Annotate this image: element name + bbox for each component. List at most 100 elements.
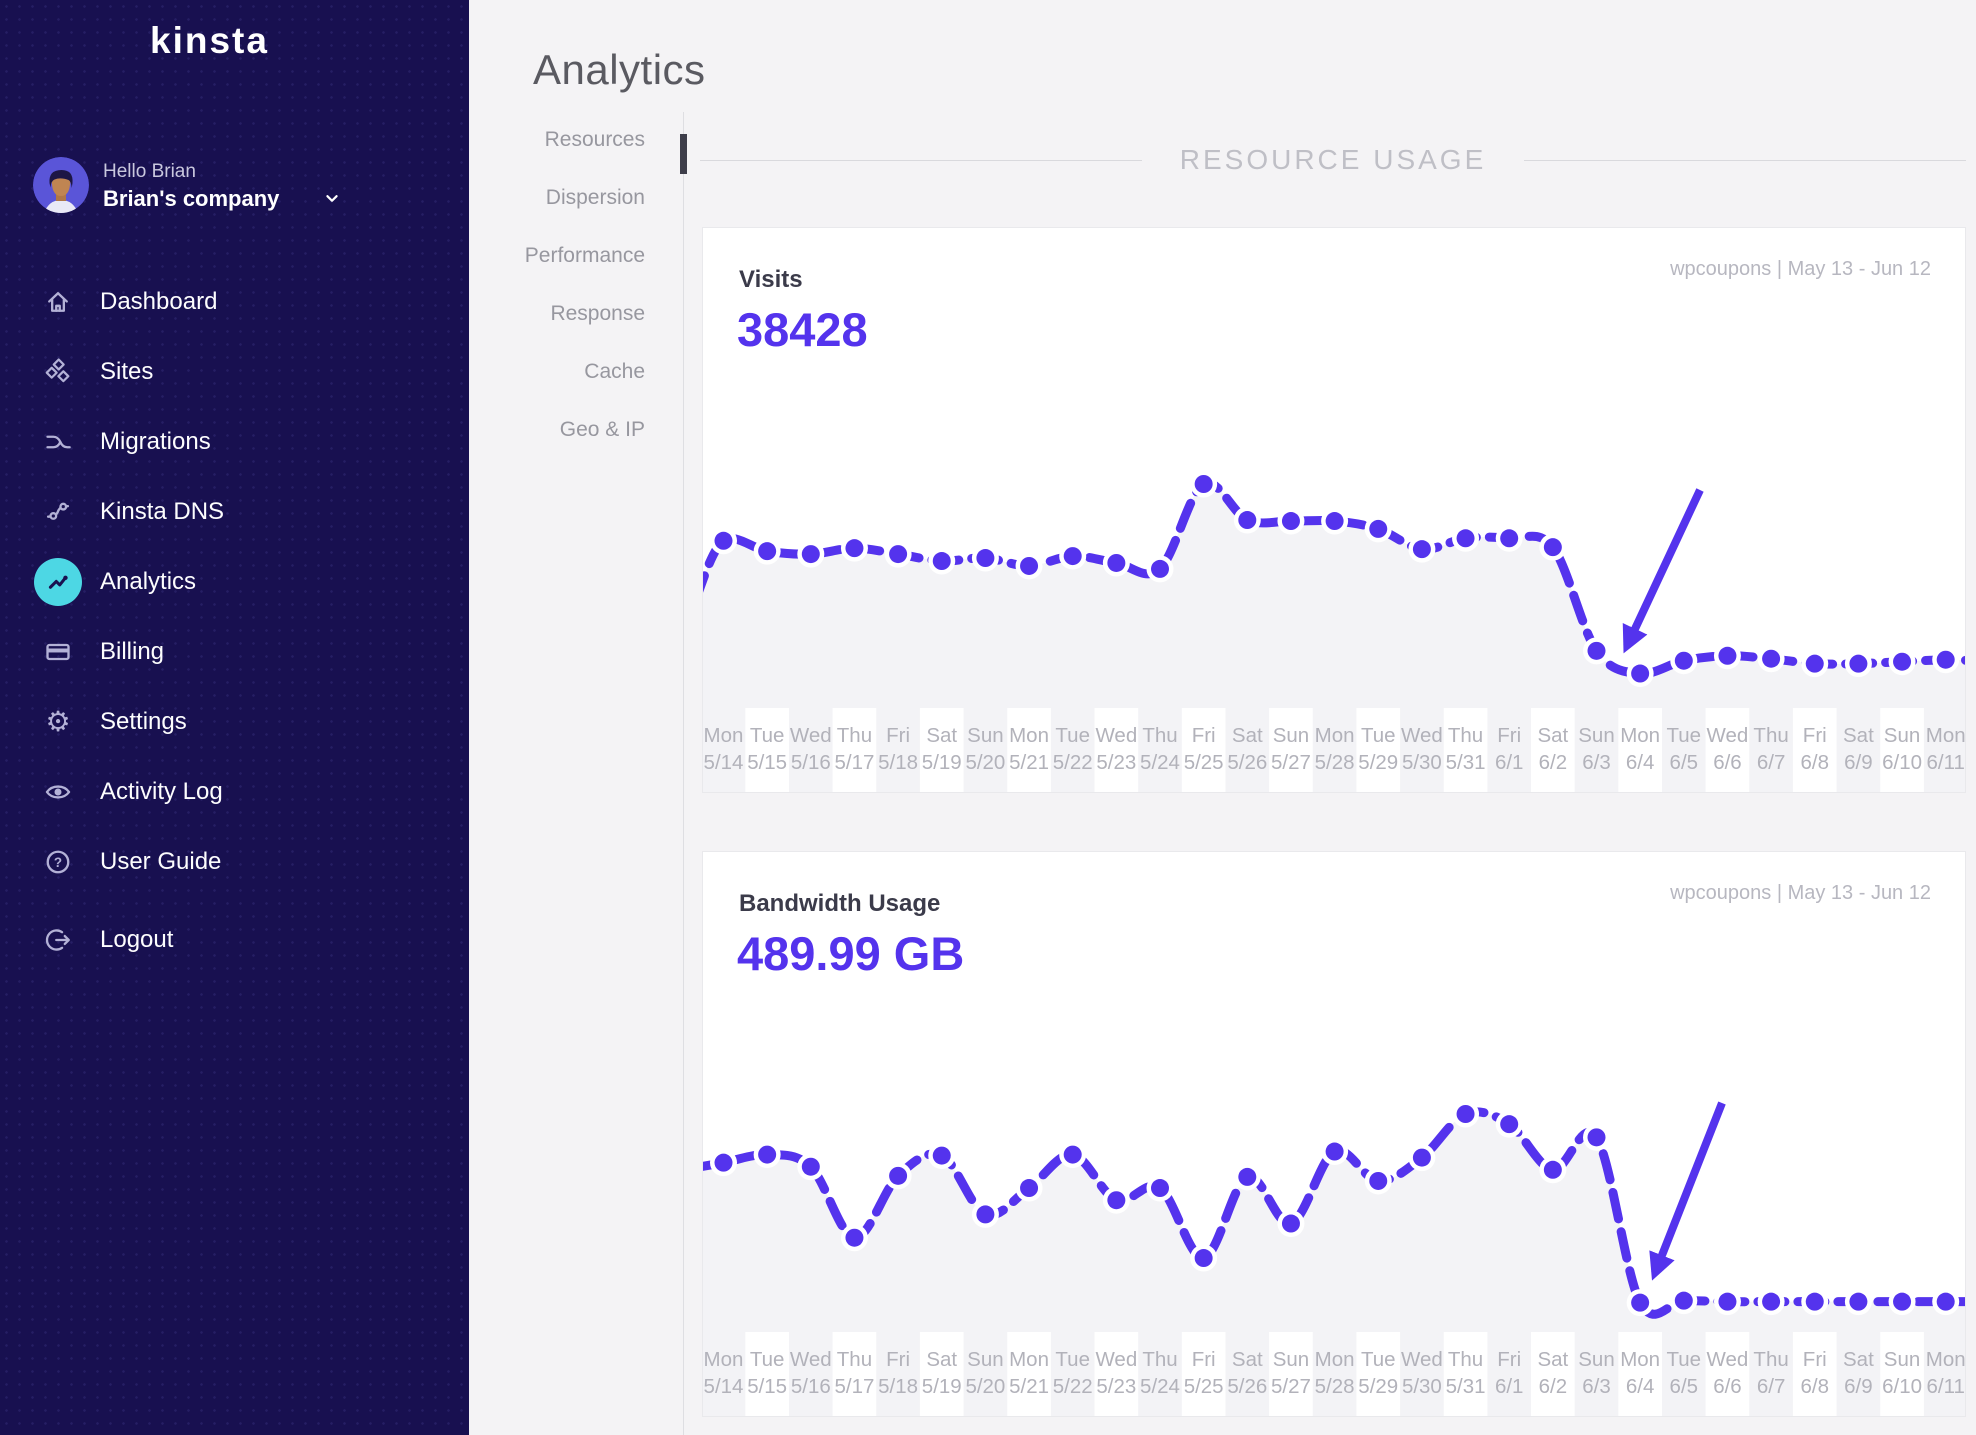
svg-text:5/15: 5/15 xyxy=(747,1375,787,1398)
gear-icon: ⚙ xyxy=(45,706,71,737)
svg-text:5/30: 5/30 xyxy=(1402,751,1442,774)
svg-text:Sun: Sun xyxy=(1884,1348,1920,1371)
svg-text:5/17: 5/17 xyxy=(834,1375,874,1398)
header-rule-left xyxy=(700,159,1142,161)
sidebar-item-label: Dashboard xyxy=(100,288,218,315)
chevron-down-icon[interactable] xyxy=(321,187,343,209)
svg-text:Mon: Mon xyxy=(1315,724,1355,747)
sidebar-item-sites[interactable]: Sites xyxy=(0,337,469,407)
svg-text:6/1: 6/1 xyxy=(1495,1375,1524,1398)
svg-text:5/16: 5/16 xyxy=(791,1375,831,1398)
visits-total: 38428 xyxy=(737,303,868,356)
trend-up-icon xyxy=(34,558,82,606)
svg-text:6/8: 6/8 xyxy=(1801,751,1830,774)
svg-text:Fri: Fri xyxy=(1803,724,1827,747)
svg-text:Sat: Sat xyxy=(1232,1348,1263,1371)
sidebar-item-billing[interactable]: Billing xyxy=(0,617,469,687)
svg-text:6/11: 6/11 xyxy=(1927,1375,1965,1398)
svg-text:5/28: 5/28 xyxy=(1315,751,1355,774)
svg-text:5/29: 5/29 xyxy=(1358,751,1398,774)
sidebar: kinsta Hello Brian Brian's company xyxy=(0,0,469,1435)
tab-response[interactable]: Response xyxy=(550,302,645,325)
svg-text:5/25: 5/25 xyxy=(1184,751,1224,774)
svg-text:6/8: 6/8 xyxy=(1801,1375,1830,1398)
svg-text:6/2: 6/2 xyxy=(1539,751,1568,774)
svg-text:Sat: Sat xyxy=(926,1348,957,1371)
card-meta: wpcoupons | May 13 - Jun 12 xyxy=(1670,882,1931,905)
sidebar-item-kinsta-dns[interactable]: Kinsta DNS xyxy=(0,477,469,547)
account-company: Brian's company xyxy=(103,186,280,211)
svg-text:Wed: Wed xyxy=(1401,1348,1443,1371)
svg-text:6/10: 6/10 xyxy=(1882,751,1922,774)
kinsta-logo[interactable]: kinsta xyxy=(150,20,269,61)
svg-text:Fri: Fri xyxy=(1192,724,1216,747)
tab-dispersion[interactable]: Dispersion xyxy=(545,186,645,209)
sidebar-item-logout[interactable]: Logout xyxy=(0,905,469,975)
tab-geo-ip[interactable]: Geo & IP xyxy=(559,418,645,441)
sidebar-item-migrations[interactable]: Migrations xyxy=(0,407,469,477)
subnav-divider xyxy=(683,112,684,1435)
bandwidth-total: 489.99 GB xyxy=(737,927,965,980)
svg-text:Mon: Mon xyxy=(704,1348,744,1371)
svg-text:5/18: 5/18 xyxy=(878,751,918,774)
sidebar-item-label: User Guide xyxy=(100,848,222,875)
svg-text:Wed: Wed xyxy=(1707,1348,1749,1371)
svg-text:Tue: Tue xyxy=(750,1348,785,1371)
svg-text:Tue: Tue xyxy=(1055,1348,1090,1371)
dns-icon xyxy=(34,488,82,536)
svg-text:Sat: Sat xyxy=(1843,724,1874,747)
svg-text:Wed: Wed xyxy=(1401,724,1443,747)
sidebar-item-analytics[interactable]: Analytics xyxy=(0,547,469,617)
svg-text:Fri: Fri xyxy=(1497,1348,1521,1371)
svg-text:6/1: 6/1 xyxy=(1495,751,1524,774)
sidebar-item-label: Analytics xyxy=(100,568,197,595)
account-switcher[interactable]: Hello Brian Brian's company xyxy=(33,155,433,219)
credit-card-icon xyxy=(34,628,82,676)
home-icon xyxy=(34,278,82,326)
svg-text:5/16: 5/16 xyxy=(791,751,831,774)
svg-text:Sun: Sun xyxy=(1578,1348,1614,1371)
svg-text:Wed: Wed xyxy=(1095,724,1137,747)
svg-text:5/14: 5/14 xyxy=(704,1375,744,1398)
svg-text:Sun: Sun xyxy=(1578,724,1614,747)
svg-text:Mon: Mon xyxy=(1009,724,1049,747)
svg-text:Thu: Thu xyxy=(1448,724,1483,747)
sidebar-item-activity-log[interactable]: Activity Log xyxy=(0,757,469,827)
tab-cache[interactable]: Cache xyxy=(584,360,645,383)
svg-text:Fri: Fri xyxy=(886,1348,910,1371)
svg-text:Fri: Fri xyxy=(1803,1348,1827,1371)
svg-text:Tue: Tue xyxy=(750,724,785,747)
sidebar-item-user-guide[interactable]: ? User Guide xyxy=(0,827,469,897)
svg-text:Thu: Thu xyxy=(1142,724,1177,747)
svg-text:Sat: Sat xyxy=(1232,724,1263,747)
svg-text:5/20: 5/20 xyxy=(965,1375,1005,1398)
svg-text:Thu: Thu xyxy=(1753,724,1788,747)
svg-text:5/26: 5/26 xyxy=(1227,1375,1267,1398)
sidebar-item-settings[interactable]: ⚙ Settings xyxy=(0,687,469,757)
svg-text:5/25: 5/25 xyxy=(1184,1375,1224,1398)
svg-text:?: ? xyxy=(54,855,62,870)
svg-text:Thu: Thu xyxy=(837,1348,872,1371)
svg-text:5/24: 5/24 xyxy=(1140,751,1180,774)
svg-text:Wed: Wed xyxy=(790,724,832,747)
sidebar-item-dashboard[interactable]: Dashboard xyxy=(0,267,469,337)
svg-text:6/2: 6/2 xyxy=(1539,1375,1568,1398)
sidebar-item-label: Activity Log xyxy=(100,778,223,805)
svg-text:6/7: 6/7 xyxy=(1757,1375,1786,1398)
sites-icon xyxy=(34,348,82,396)
svg-text:6/5: 6/5 xyxy=(1670,751,1699,774)
svg-text:5/19: 5/19 xyxy=(922,1375,962,1398)
svg-text:6/5: 6/5 xyxy=(1670,1375,1699,1398)
tab-performance[interactable]: Performance xyxy=(524,244,645,267)
svg-text:Thu: Thu xyxy=(837,724,872,747)
svg-text:Sun: Sun xyxy=(1273,1348,1309,1371)
svg-text:Sat: Sat xyxy=(926,724,957,747)
card-meta: wpcoupons | May 13 - Jun 12 xyxy=(1670,258,1931,281)
svg-text:Fri: Fri xyxy=(1497,724,1521,747)
svg-text:5/14: 5/14 xyxy=(704,751,744,774)
visits-card: Mon 5/14 Tue 5/15 Wed 5/16 Thu 5/17 Fri 5/18 Sat 5/… xyxy=(702,227,1966,793)
svg-text:5/21: 5/21 xyxy=(1009,1375,1049,1398)
svg-text:Mon: Mon xyxy=(1926,724,1965,747)
sidebar-item-label: Billing xyxy=(100,638,165,665)
tab-resources[interactable]: Resources xyxy=(544,128,645,151)
